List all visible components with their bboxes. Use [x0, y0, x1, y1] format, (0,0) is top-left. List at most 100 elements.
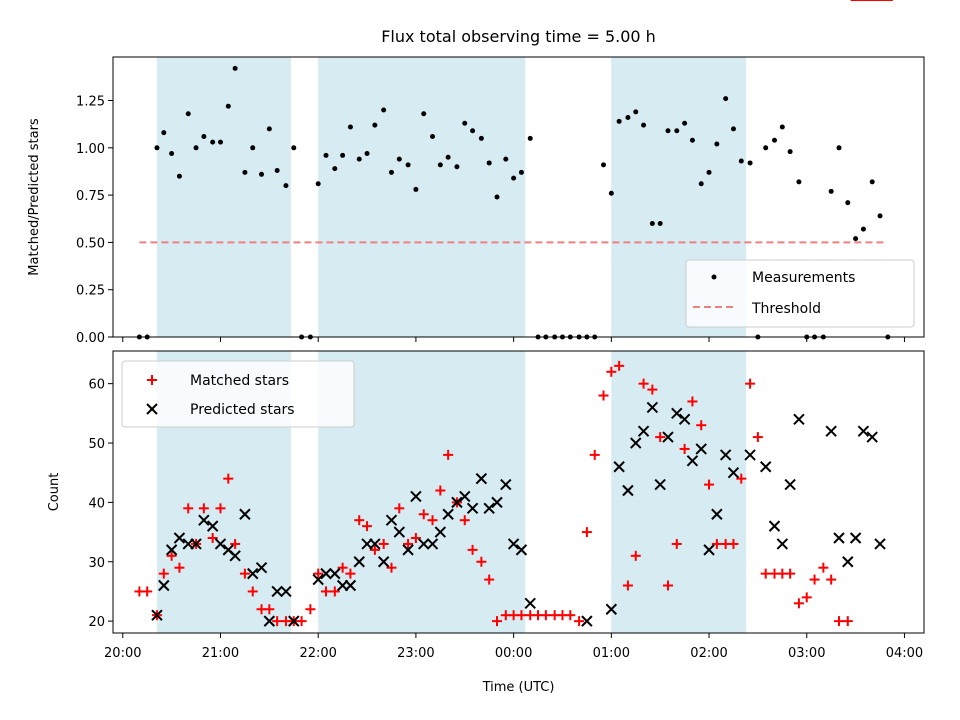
predicted-point: [857, 425, 870, 437]
measurement-point: [176, 173, 182, 179]
measurement-point: [494, 194, 500, 200]
predicted-stars-points: [151, 401, 886, 627]
predicted-point: [622, 484, 634, 497]
measurement-point: [232, 65, 238, 71]
y-tick-label: 0.50: [76, 236, 105, 251]
predicted-point: [703, 544, 715, 556]
cross-stroke: [198, 514, 210, 526]
predicted-legend-label: Predicted stars: [190, 402, 295, 418]
predicted-point: [190, 538, 202, 550]
measurement-point: [405, 162, 411, 168]
top-observing-bands: [156, 57, 747, 337]
measurement-point: [161, 130, 167, 136]
predicted-point: [671, 407, 683, 420]
cross-stroke: [158, 579, 170, 592]
cross-stroke: [857, 425, 870, 437]
cross-stroke: [206, 520, 219, 532]
chart-title: Flux total observing time = 5.00 h: [381, 27, 656, 46]
measurement-point: [169, 150, 175, 156]
predicted-point: [418, 538, 430, 550]
matched-point: [606, 366, 617, 377]
predicted-point: [711, 508, 723, 520]
predicted-point: [198, 514, 210, 526]
measurement-point: [779, 124, 785, 130]
cross-stroke: [222, 544, 235, 556]
cross-stroke: [229, 550, 241, 562]
cross-stroke: [247, 567, 259, 580]
predicted-point: [344, 579, 357, 592]
cross-stroke: [825, 425, 837, 437]
matched-point: [296, 616, 307, 627]
cross-stroke: [312, 573, 324, 586]
x-tick-label: 02:00: [690, 646, 727, 661]
cross-stroke: [434, 526, 447, 538]
cross-stroke: [581, 615, 593, 627]
legend-plus: [147, 375, 157, 385]
cross-stroke: [190, 538, 202, 550]
measurement-point: [787, 149, 793, 155]
cross-stroke: [459, 490, 471, 503]
y-tick-label: 50: [88, 437, 105, 452]
measurement-point: [332, 166, 338, 172]
cross-stroke: [271, 585, 283, 598]
measurement-point: [210, 139, 216, 145]
predicted-point: [491, 496, 503, 509]
matched-point: [313, 568, 324, 579]
cross-stroke: [849, 532, 862, 544]
cross-stroke: [500, 478, 512, 491]
matched-point: [329, 586, 340, 597]
measurement-point: [462, 120, 468, 126]
measurement-point: [217, 139, 223, 145]
matched-point: [354, 515, 365, 526]
matched-point: [362, 521, 373, 532]
matched-point: [662, 580, 673, 591]
measurement-point: [154, 145, 160, 151]
matched-point: [410, 533, 421, 544]
cross-stroke: [483, 502, 495, 515]
x-tick-label: 22:00: [299, 646, 336, 661]
legend-cross: [146, 403, 158, 415]
predicted-point: [825, 425, 837, 437]
measurement-point: [193, 145, 199, 151]
cross-stroke: [288, 615, 300, 627]
matched-point: [801, 592, 812, 603]
predicted-point: [442, 508, 454, 520]
cross-stroke: [833, 532, 845, 544]
cross-stroke: [173, 532, 186, 544]
cross-stroke: [719, 449, 732, 461]
x-tick-label: 04:00: [886, 646, 923, 661]
predicted-point: [483, 502, 495, 515]
cross-stroke: [393, 526, 405, 538]
matched-point: [403, 538, 414, 549]
cross-stroke: [263, 615, 276, 627]
matched-point: [589, 449, 600, 460]
measurement-point: [437, 162, 443, 168]
cross-stroke: [671, 407, 683, 420]
matched-point: [158, 568, 169, 579]
measurement-point: [714, 141, 720, 147]
ratio-panel: 0.00 0.25 0.50 0.75 1.00 1.25 Flux total obse…: [27, 27, 925, 346]
measurement-point: [454, 164, 460, 170]
cross-stroke: [165, 544, 178, 556]
cross-stroke: [353, 556, 365, 568]
y-tick-label: 0.25: [76, 284, 105, 299]
matched-point: [484, 574, 495, 585]
matched-point: [574, 616, 585, 627]
measurement-point: [242, 169, 248, 175]
top-x-ticks: [122, 337, 905, 342]
cross-stroke: [613, 461, 625, 473]
matched-point: [622, 580, 633, 591]
cross-stroke: [605, 603, 618, 615]
matched-point: [427, 515, 438, 526]
matched-point: [728, 538, 739, 549]
measurement-point: [633, 109, 639, 115]
measurement-point: [730, 126, 736, 132]
matched-point: [223, 473, 234, 484]
cross-stroke: [426, 538, 439, 550]
cross-stroke: [646, 401, 659, 414]
predicted-point: [630, 437, 642, 449]
measurement-point: [372, 122, 378, 128]
predicted-point: [637, 425, 650, 437]
measurement-point: [869, 179, 875, 185]
x-tick-label: 03:00: [788, 646, 825, 661]
